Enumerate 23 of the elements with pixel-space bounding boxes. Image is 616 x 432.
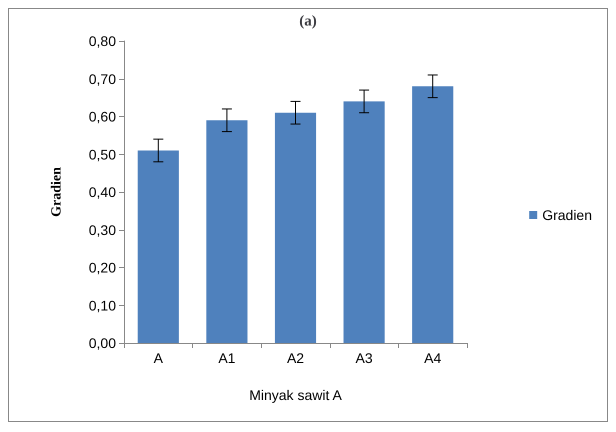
x-tick-label: A4 — [424, 350, 442, 366]
legend-label: Gradien — [542, 207, 592, 223]
x-tick-label: A2 — [286, 350, 304, 366]
y-tick-label: 0,40 — [88, 184, 116, 200]
bar — [412, 86, 454, 343]
bar — [206, 120, 248, 343]
y-tick-label: 0,70 — [88, 70, 116, 87]
x-tick-label: A1 — [218, 350, 236, 366]
y-tick-label: 0,60 — [88, 108, 116, 124]
x-tick-label: A — [154, 350, 164, 366]
y-tick-label: 0,30 — [88, 222, 116, 238]
y-tick-label: 0,50 — [88, 146, 116, 162]
chart-title: (a) — [299, 14, 317, 30]
y-tick-label: 0,00 — [88, 335, 116, 351]
bar — [344, 101, 385, 343]
y-tick-label: 0,20 — [88, 260, 116, 276]
bar — [274, 112, 316, 343]
x-axis-title: Minyak sawit A — [249, 387, 342, 403]
y-tick-label: 0,80 — [88, 33, 116, 49]
y-tick-label: 0,10 — [88, 297, 116, 314]
x-tick-label: A3 — [356, 350, 373, 366]
y-axis-title: Gradien — [50, 166, 64, 217]
bar — [138, 150, 179, 343]
